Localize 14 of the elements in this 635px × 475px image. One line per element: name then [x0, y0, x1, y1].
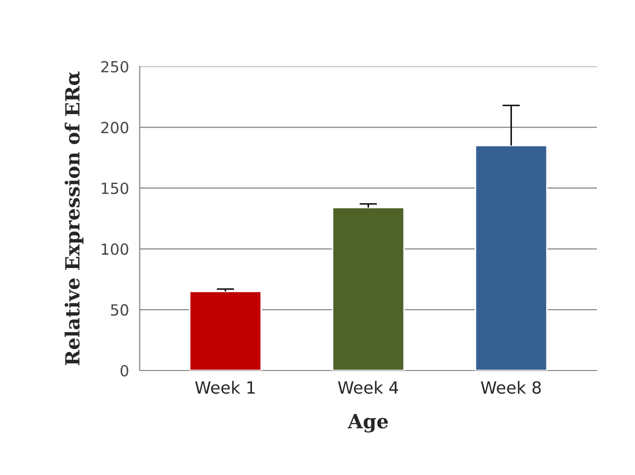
y-tick-label: 250 [101, 60, 128, 73]
x-tick-label: Week 1 [195, 380, 255, 394]
y-tick-label: 150 [102, 182, 128, 194]
y-tick-label: 100 [102, 243, 128, 255]
bar [189, 290, 262, 370]
y-tick-label: 50 [111, 304, 128, 316]
y-axis-title: Relative Expression of ERα [64, 71, 84, 366]
x-tick-label: Week 4 [338, 380, 398, 394]
y-tick-label: 200 [101, 122, 128, 134]
x-axis-title: Age [348, 414, 388, 433]
x-tick-label: Week 8 [480, 380, 541, 394]
bar [332, 206, 405, 370]
bar [474, 144, 548, 370]
y-tick-label: 0 [120, 364, 128, 377]
